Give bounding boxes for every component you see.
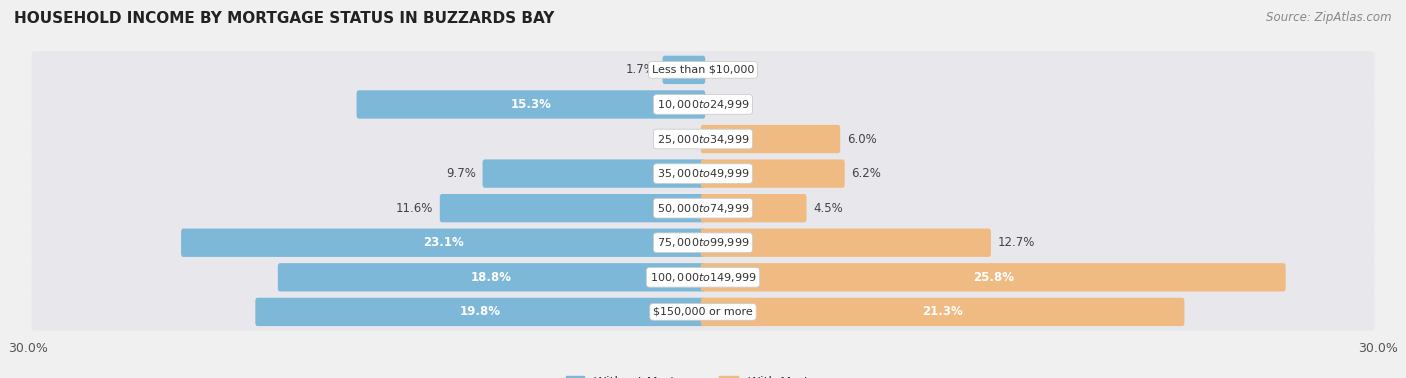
FancyBboxPatch shape bbox=[700, 263, 1285, 291]
Text: 11.6%: 11.6% bbox=[395, 202, 433, 215]
Text: $50,000 to $74,999: $50,000 to $74,999 bbox=[657, 202, 749, 215]
FancyBboxPatch shape bbox=[256, 298, 706, 326]
Text: $10,000 to $24,999: $10,000 to $24,999 bbox=[657, 98, 749, 111]
FancyBboxPatch shape bbox=[700, 125, 841, 153]
Text: 6.0%: 6.0% bbox=[846, 133, 877, 146]
Text: $75,000 to $99,999: $75,000 to $99,999 bbox=[657, 236, 749, 249]
FancyBboxPatch shape bbox=[700, 160, 845, 188]
FancyBboxPatch shape bbox=[31, 293, 1375, 331]
FancyBboxPatch shape bbox=[31, 155, 1375, 192]
FancyBboxPatch shape bbox=[31, 189, 1375, 227]
Text: $150,000 or more: $150,000 or more bbox=[654, 307, 752, 317]
Text: 15.3%: 15.3% bbox=[510, 98, 551, 111]
FancyBboxPatch shape bbox=[700, 298, 1184, 326]
FancyBboxPatch shape bbox=[31, 259, 1375, 296]
FancyBboxPatch shape bbox=[181, 229, 706, 257]
Text: $35,000 to $49,999: $35,000 to $49,999 bbox=[657, 167, 749, 180]
Text: 21.3%: 21.3% bbox=[922, 305, 963, 318]
Text: 6.2%: 6.2% bbox=[852, 167, 882, 180]
Text: 1.7%: 1.7% bbox=[626, 64, 655, 76]
Text: 0.0%: 0.0% bbox=[665, 133, 695, 146]
Text: 0.0%: 0.0% bbox=[711, 64, 741, 76]
Text: 23.1%: 23.1% bbox=[423, 236, 464, 249]
FancyBboxPatch shape bbox=[357, 90, 706, 119]
Text: 4.5%: 4.5% bbox=[813, 202, 844, 215]
Text: 25.8%: 25.8% bbox=[973, 271, 1014, 284]
FancyBboxPatch shape bbox=[440, 194, 706, 222]
Text: $100,000 to $149,999: $100,000 to $149,999 bbox=[650, 271, 756, 284]
FancyBboxPatch shape bbox=[700, 194, 807, 222]
FancyBboxPatch shape bbox=[31, 51, 1375, 88]
Text: $25,000 to $34,999: $25,000 to $34,999 bbox=[657, 133, 749, 146]
Text: Less than $10,000: Less than $10,000 bbox=[652, 65, 754, 75]
FancyBboxPatch shape bbox=[700, 229, 991, 257]
FancyBboxPatch shape bbox=[482, 160, 706, 188]
Text: 0.0%: 0.0% bbox=[711, 98, 741, 111]
Text: HOUSEHOLD INCOME BY MORTGAGE STATUS IN BUZZARDS BAY: HOUSEHOLD INCOME BY MORTGAGE STATUS IN B… bbox=[14, 11, 554, 26]
FancyBboxPatch shape bbox=[31, 86, 1375, 123]
Text: Source: ZipAtlas.com: Source: ZipAtlas.com bbox=[1267, 11, 1392, 24]
FancyBboxPatch shape bbox=[662, 56, 706, 84]
Legend: Without Mortgage, With Mortgage: Without Mortgage, With Mortgage bbox=[565, 376, 841, 378]
FancyBboxPatch shape bbox=[278, 263, 706, 291]
FancyBboxPatch shape bbox=[31, 224, 1375, 262]
FancyBboxPatch shape bbox=[31, 120, 1375, 158]
Text: 9.7%: 9.7% bbox=[446, 167, 475, 180]
Text: 18.8%: 18.8% bbox=[471, 271, 512, 284]
Text: 12.7%: 12.7% bbox=[998, 236, 1035, 249]
Text: 19.8%: 19.8% bbox=[460, 305, 501, 318]
